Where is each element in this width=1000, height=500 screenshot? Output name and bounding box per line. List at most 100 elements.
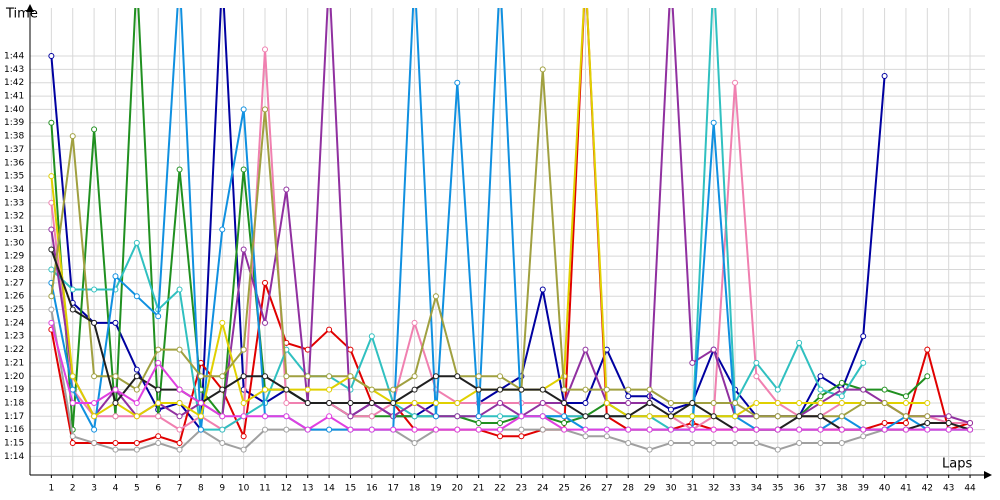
y-tick-label: 1:32 — [4, 212, 24, 222]
point — [69, 373, 76, 380]
y-tick-label: 1:25 — [4, 305, 24, 315]
point — [368, 413, 375, 420]
x-tick-label: 44 — [964, 484, 976, 494]
point — [347, 373, 354, 380]
point — [368, 399, 375, 406]
point — [860, 426, 867, 433]
point — [667, 413, 674, 420]
point — [497, 413, 504, 420]
point — [667, 406, 674, 413]
point — [838, 439, 845, 446]
x-tick-label: 17 — [387, 484, 398, 494]
point — [411, 413, 418, 420]
point — [326, 373, 333, 380]
point — [667, 439, 674, 446]
point — [368, 386, 375, 393]
y-tick-label: 1:38 — [4, 132, 24, 142]
point — [155, 313, 162, 320]
point — [710, 413, 717, 420]
point — [561, 399, 568, 406]
point — [133, 293, 140, 300]
point — [582, 386, 589, 393]
point — [475, 419, 482, 426]
point — [133, 239, 140, 246]
y-tick-label: 1:20 — [4, 372, 24, 382]
point — [603, 399, 610, 406]
point — [368, 333, 375, 340]
y-tick-label: 1:39 — [4, 118, 24, 128]
y-tick-label: 1:22 — [4, 345, 24, 355]
point — [262, 386, 269, 393]
point — [539, 413, 546, 420]
point — [176, 413, 183, 420]
x-tick-label: 34 — [751, 484, 763, 494]
x-tick-label: 13 — [302, 484, 313, 494]
point — [411, 373, 418, 380]
point — [582, 426, 589, 433]
y-arrow — [26, 4, 34, 12]
point — [646, 386, 653, 393]
x-tick-label: 7 — [177, 484, 183, 494]
point — [219, 426, 226, 433]
point — [133, 386, 140, 393]
point — [539, 399, 546, 406]
x-tick-label: 14 — [323, 484, 335, 494]
point — [219, 413, 226, 420]
point — [817, 426, 824, 433]
y-tick-label: 1:30 — [4, 238, 24, 248]
x-tick-label: 24 — [537, 484, 549, 494]
point — [454, 426, 461, 433]
point — [753, 413, 760, 420]
point — [924, 373, 931, 380]
x-tick-label: 28 — [622, 484, 634, 494]
point — [710, 439, 717, 446]
point — [69, 386, 76, 393]
point — [133, 399, 140, 406]
point — [197, 373, 204, 380]
point — [860, 359, 867, 366]
point — [48, 173, 55, 180]
point — [518, 386, 525, 393]
point — [112, 439, 119, 446]
point — [817, 386, 824, 393]
y-tick-label: 1:29 — [4, 252, 24, 262]
x-tick-label: 18 — [409, 484, 421, 494]
point — [262, 279, 269, 286]
point — [133, 413, 140, 420]
point — [432, 293, 439, 300]
x-tick-label: 20 — [452, 484, 464, 494]
point — [197, 399, 204, 406]
x-tick-label: 3 — [91, 484, 97, 494]
x-tick-label: 36 — [793, 484, 805, 494]
point — [881, 386, 888, 393]
point — [283, 426, 290, 433]
point — [283, 186, 290, 193]
point — [347, 413, 354, 420]
point — [689, 399, 696, 406]
point — [732, 413, 739, 420]
series-line — [50, 69, 928, 418]
y-tick-label: 1:41 — [4, 92, 24, 102]
point — [69, 133, 76, 140]
point — [796, 439, 803, 446]
point — [155, 386, 162, 393]
point — [454, 373, 461, 380]
point — [646, 426, 653, 433]
point — [881, 73, 888, 80]
point — [411, 426, 418, 433]
point — [796, 339, 803, 346]
point — [753, 373, 760, 380]
y-tick-label: 1:14 — [4, 452, 24, 462]
point — [603, 386, 610, 393]
y-tick-label: 1:17 — [4, 412, 24, 422]
point — [732, 79, 739, 86]
point — [240, 413, 247, 420]
point — [91, 319, 98, 326]
point — [582, 346, 589, 353]
x-tick-label: 4 — [113, 484, 119, 494]
point — [475, 373, 482, 380]
series-line — [50, 249, 971, 431]
y-tick-label: 1:42 — [4, 78, 24, 88]
point — [91, 286, 98, 293]
point — [667, 399, 674, 406]
